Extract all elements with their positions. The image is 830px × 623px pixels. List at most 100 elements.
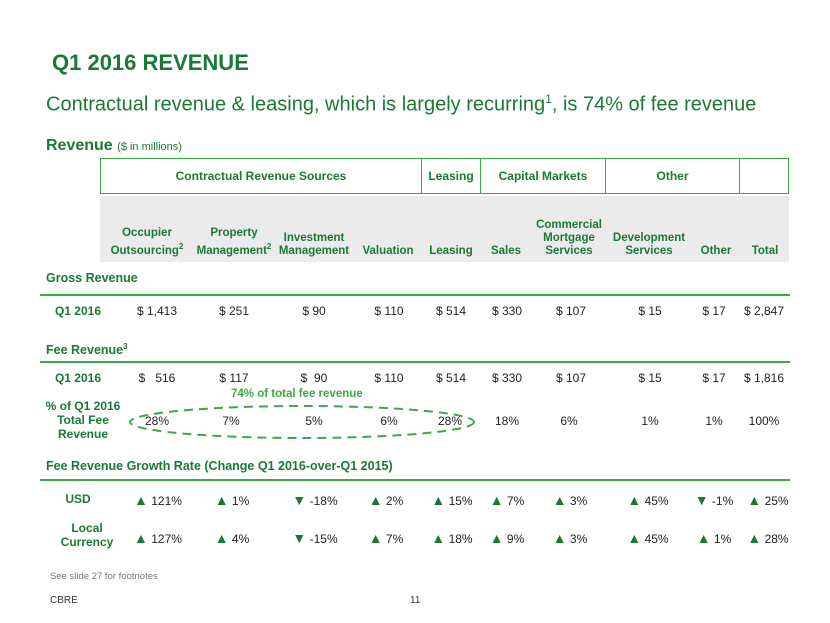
fee-other: $ 17 xyxy=(702,371,726,385)
col-leasing: Leasing xyxy=(429,245,473,257)
section-fee-revenue: Fee Revenue3 xyxy=(46,342,128,358)
page-title: Q1 2016 REVENUE xyxy=(52,50,249,75)
brand-label: CBRE xyxy=(50,595,78,606)
down-arrow-icon: ▼ xyxy=(694,492,709,508)
gross-valuation: $ 110 xyxy=(374,304,404,318)
up-arrow-icon: ▲ xyxy=(489,530,504,546)
pct-valuation: 6% xyxy=(380,414,398,428)
up-arrow-icon: ▲ xyxy=(627,492,642,508)
revenue-heading: Revenue ($ in millions) xyxy=(46,137,182,154)
up-arrow-icon: ▲ xyxy=(747,492,762,508)
group-capital-markets: Capital Markets xyxy=(480,158,606,194)
up-arrow-icon: ▲ xyxy=(431,492,446,508)
fee-cms: $ 107 xyxy=(555,371,587,385)
local-cms: ▲ 3% xyxy=(552,530,588,546)
up-arrow-icon: ▲ xyxy=(134,492,148,508)
gross-property: $ 251 xyxy=(218,304,250,318)
pct-sales: 18% xyxy=(494,414,520,428)
gross-other: $ 17 xyxy=(702,304,726,318)
up-arrow-icon: ▲ xyxy=(489,492,504,508)
gross-cms: $ 107 xyxy=(555,304,587,318)
usd-total: ▲ 25% xyxy=(747,492,789,508)
row-label-local: Local Currency xyxy=(60,521,114,549)
group-total-blank xyxy=(739,158,789,194)
row-label-usd: USD xyxy=(65,492,91,506)
pct-property: 7% xyxy=(222,414,240,428)
up-arrow-icon: ▲ xyxy=(431,530,446,546)
gross-development: $ 15 xyxy=(638,304,662,318)
usd-other: ▼ -1% xyxy=(694,492,734,508)
subtitle: Contractual revenue & leasing, which is … xyxy=(46,92,757,116)
up-arrow-icon: ▲ xyxy=(368,492,383,508)
col-other: Other xyxy=(700,245,732,257)
section-growth: Fee Revenue Growth Rate (Change Q1 2016-… xyxy=(46,459,393,473)
up-arrow-icon: ▲ xyxy=(696,530,711,546)
fee-leasing: $ 514 xyxy=(435,371,467,385)
up-arrow-icon: ▲ xyxy=(552,530,567,546)
fee-occupier: $ 516 xyxy=(138,371,176,385)
gross-leasing: $ 514 xyxy=(435,304,467,318)
usd-development: ▲ 45% xyxy=(627,492,669,508)
local-total: ▲ 28% xyxy=(747,530,789,546)
section-gross-revenue: Gross Revenue xyxy=(46,271,138,285)
col-commercial-mortgage: Commercial Mortgage Services xyxy=(536,219,602,257)
gross-investment: $ 90 xyxy=(302,304,326,318)
col-property-management: Property Management2 xyxy=(196,227,272,257)
row-label-pct: % of Q1 2016 Total Fee Revenue xyxy=(45,399,121,441)
up-arrow-icon: ▲ xyxy=(627,530,642,546)
pct-occupier: 28% xyxy=(144,414,170,428)
col-sales: Sales xyxy=(490,245,522,257)
divider-gross xyxy=(40,294,790,296)
up-arrow-icon: ▲ xyxy=(747,530,762,546)
up-arrow-icon: ▲ xyxy=(552,492,567,508)
fee-valuation: $ 110 xyxy=(374,371,404,385)
up-arrow-icon: ▲ xyxy=(214,492,229,508)
up-arrow-icon: ▲ xyxy=(134,530,148,546)
row-label-gross: Q1 2016 xyxy=(54,304,102,318)
fee-investment: $ 90 xyxy=(300,371,328,385)
row-label-fee: Q1 2016 xyxy=(54,371,102,385)
col-valuation: Valuation xyxy=(362,245,414,257)
down-arrow-icon: ▼ xyxy=(292,492,307,508)
usd-valuation: ▲ 2% xyxy=(368,492,404,508)
fee-sales: $ 330 xyxy=(491,371,523,385)
up-arrow-icon: ▲ xyxy=(368,530,383,546)
usd-investment: ▼ -18% xyxy=(292,492,338,508)
local-property: ▲ 4% xyxy=(214,530,250,546)
usd-occupier: ▲ 121% xyxy=(134,492,182,508)
col-total: Total xyxy=(751,245,779,257)
col-development-services: Development Services xyxy=(612,232,686,257)
usd-property: ▲ 1% xyxy=(214,492,250,508)
col-occupier-outsourcing: Occupier Outsourcing2 xyxy=(110,227,184,257)
fee-total: $ 1,816 xyxy=(743,371,785,385)
contractual-dashed-ellipse xyxy=(129,405,475,439)
group-contractual: Contractual Revenue Sources xyxy=(100,158,422,194)
annotation-74pct: 74% of total fee revenue xyxy=(231,388,363,400)
usd-leasing: ▲ 15% xyxy=(431,492,473,508)
pct-leasing: 28% xyxy=(437,414,463,428)
divider-fee xyxy=(40,361,790,363)
pct-investment: 5% xyxy=(305,414,323,428)
group-other: Other xyxy=(605,158,740,194)
down-arrow-icon: ▼ xyxy=(292,530,307,546)
col-investment-management: Investment Management xyxy=(278,232,350,257)
local-other: ▲ 1% xyxy=(696,530,732,546)
gross-sales: $ 330 xyxy=(491,304,523,318)
fee-property: $ 117 xyxy=(219,371,249,385)
pct-total: 100% xyxy=(748,414,780,428)
footnote: See slide 27 for footnotes xyxy=(50,571,158,582)
group-leasing: Leasing xyxy=(421,158,481,194)
local-investment: ▼ -15% xyxy=(292,530,338,546)
pct-other: 1% xyxy=(705,414,723,428)
gross-occupier: $ 1,413 xyxy=(136,304,178,318)
local-occupier: ▲ 127% xyxy=(134,530,182,546)
fee-development: $ 15 xyxy=(638,371,662,385)
column-header-band xyxy=(100,196,789,262)
local-development: ▲ 45% xyxy=(627,530,669,546)
local-valuation: ▲ 7% xyxy=(368,530,404,546)
usd-sales: ▲ 7% xyxy=(489,492,525,508)
gross-total: $ 2,847 xyxy=(743,304,785,318)
up-arrow-icon: ▲ xyxy=(214,530,229,546)
local-sales: ▲ 9% xyxy=(489,530,525,546)
local-leasing: ▲ 18% xyxy=(431,530,473,546)
